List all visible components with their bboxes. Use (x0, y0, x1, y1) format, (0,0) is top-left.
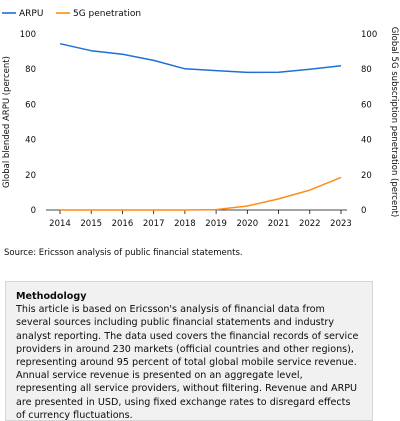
y2-tick-label-1: 20 (361, 171, 372, 181)
x-tick-label-2: 2016 (112, 219, 134, 229)
line-chart: ARPU 5G penetration 2014 2015 2016 2017 2018 20… (2, 9, 399, 229)
x-tick-label-7: 2021 (268, 219, 290, 229)
y-axis-title: Global blended ARPU (percent) (2, 56, 12, 188)
legend-label-0: ARPU (19, 9, 43, 19)
y2-tick-label-0: 0 (361, 206, 366, 216)
x-tick-label-9: 2023 (330, 219, 352, 229)
series-line-arpu (59, 42, 342, 74)
y-tick-label-3: 60 (25, 100, 36, 110)
x-tick-label-6: 2020 (237, 219, 259, 229)
y-tick-label-4: 80 (25, 65, 36, 75)
y2-tick-label-3: 60 (361, 100, 372, 110)
methodology-title: Methodology (16, 291, 87, 302)
y-tick-label-1: 20 (25, 171, 36, 181)
y2-axis-title: Global 5G subscription penetration (perc… (389, 27, 399, 218)
y2-tick-label-5: 100 (361, 30, 377, 40)
y-tick-label-2: 40 (25, 136, 36, 146)
source-note: Source: Ericsson analysis of public fina… (4, 248, 243, 258)
legend-label-1: 5G penetration (73, 9, 141, 19)
y-tick-label-5: 100 (20, 30, 36, 40)
x-tick-label-1: 2015 (80, 219, 102, 229)
methodology-box: Methodology This article is based on Eri… (5, 281, 373, 421)
x-tick-label-0: 2014 (49, 219, 71, 229)
series-line-5g-penetration (60, 176, 342, 211)
y2-tick-label-4: 80 (361, 65, 372, 75)
x-tick-label-3: 2017 (143, 219, 165, 229)
y-tick-label-0: 0 (31, 206, 36, 216)
methodology-body: This article is based on Ericsson's anal… (16, 304, 359, 421)
x-tick-label-4: 2018 (174, 219, 196, 229)
x-tick-label-8: 2022 (299, 219, 321, 229)
y2-tick-label-2: 40 (361, 136, 372, 146)
x-tick-label-5: 2019 (205, 219, 227, 229)
